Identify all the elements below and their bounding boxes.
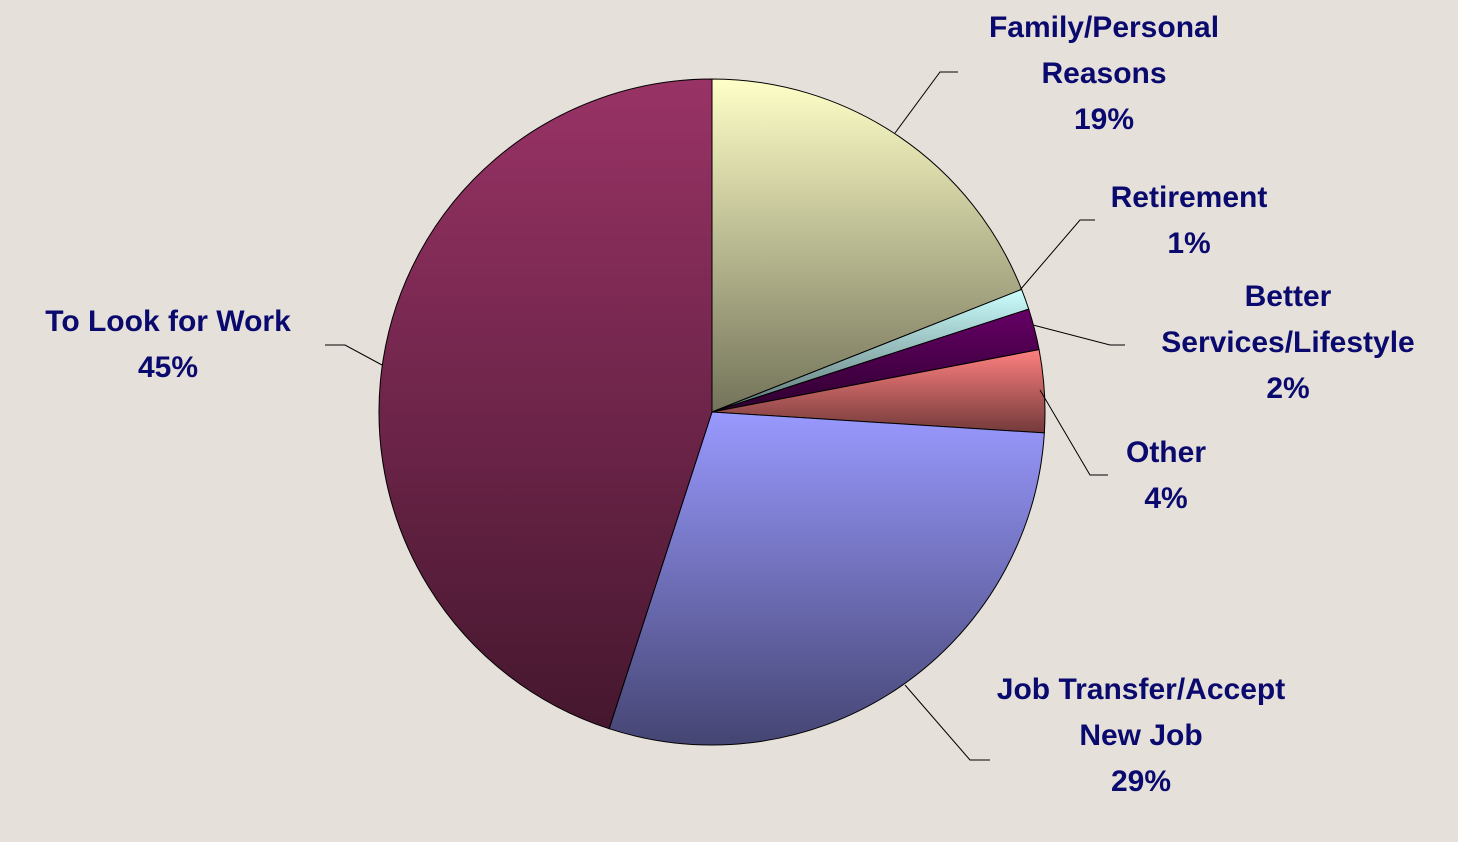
category-label: Family/Personal Reasons — [988, 11, 1220, 90]
value-label: 19% — [1073, 103, 1135, 136]
pie-slice — [608, 411, 1045, 746]
leader-line — [894, 71, 958, 134]
leader-line — [1019, 219, 1095, 291]
leader-line — [1032, 324, 1125, 346]
value-label: 45% — [137, 351, 199, 384]
value-label: 2% — [1266, 372, 1310, 405]
slice-label: Retirement 1% — [1039, 175, 1339, 267]
value-label: 4% — [1144, 482, 1188, 515]
category-label: To Look for Work — [45, 305, 291, 338]
leader-line — [1039, 389, 1108, 476]
slice-label: To Look for Work 45% — [0, 299, 338, 391]
category-label: Better Services/Lifestyle — [1161, 280, 1415, 359]
category-label: Retirement — [1110, 181, 1268, 214]
pie-slice — [378, 78, 713, 730]
value-label: 29% — [1110, 765, 1172, 798]
slice-label: Other 4% — [1066, 430, 1266, 522]
value-label: 1% — [1167, 227, 1211, 260]
slice-label: Job Transfer/Accept New Job 29% — [991, 667, 1291, 805]
category-label: Job Transfer/Accept New Job — [996, 673, 1286, 752]
pie-slice — [711, 78, 1023, 413]
leader-line — [904, 684, 990, 761]
category-label: Other — [1125, 436, 1206, 469]
slice-label: Better Services/Lifestyle 2% — [1123, 274, 1453, 412]
leader-line — [325, 344, 383, 366]
slice-label: Family/Personal Reasons 19% — [944, 5, 1264, 143]
